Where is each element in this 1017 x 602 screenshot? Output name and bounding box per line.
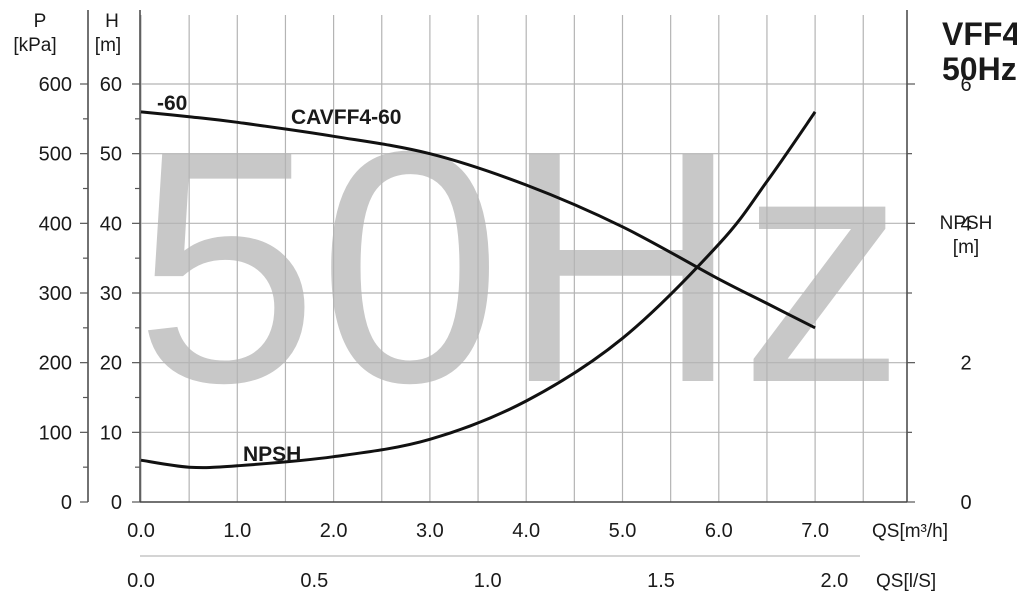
chart-subtitle: 50Hz [942, 51, 1017, 87]
h-tick-label: 30 [100, 283, 122, 305]
qs-m3h-tick-label: 6.0 [705, 520, 733, 542]
npsh-tick-label: 2 [960, 353, 971, 375]
curve-npsh [140, 111, 817, 470]
p-tick-label: 0 [61, 492, 72, 514]
h-axis-unit: [m] [95, 35, 121, 56]
qs-ls-tick-label: 1.5 [647, 570, 675, 592]
p-tick-label: 300 [39, 283, 72, 305]
p-axis-label: P [34, 11, 47, 32]
qs-ls-tick-label: 1.0 [474, 570, 502, 592]
h-tick-label: 10 [100, 422, 122, 444]
h-tick-label: 40 [100, 213, 122, 235]
npsh-tick-label: 6 [960, 74, 971, 96]
qs-m3h-tick-label: 2.0 [320, 520, 348, 542]
qs-m3h-tick-label: 5.0 [609, 520, 637, 542]
watermark-50hz: 50Hz [135, 82, 905, 451]
npsh-axis-label: NPSH [940, 213, 993, 234]
qs-ls-axis-label: QS[l/S] [876, 571, 936, 592]
qs-ls-tick-label: 2.0 [820, 570, 848, 592]
h-tick-label: 20 [100, 353, 122, 375]
grid [140, 15, 907, 502]
axes [80, 10, 915, 557]
qs-m3h-tick-label: 4.0 [512, 520, 540, 542]
npsh-tick-label: 0 [960, 492, 971, 514]
chart-title: VFF4 [942, 16, 1017, 52]
qs-m3h-tick-label: 0.0 [127, 520, 155, 542]
h-tick-label: 0 [111, 492, 122, 514]
qs-m3h-tick-label: 1.0 [223, 520, 251, 542]
p-tick-label: 500 [39, 144, 72, 166]
curve-cavff4-60 [140, 110, 816, 330]
qs-ls-tick-label: 0.5 [300, 570, 328, 592]
npsh-axis-unit: [m] [953, 237, 979, 258]
qs-m3h-axis-label: QS[m³/h] [872, 521, 948, 542]
qs-m3h-tick-label: 7.0 [801, 520, 829, 542]
qs-m3h-tick-label: 3.0 [416, 520, 444, 542]
qs-ls-tick-label: 0.0 [127, 570, 155, 592]
series-tag-label: -60 [157, 92, 187, 115]
p-tick-label: 200 [39, 353, 72, 375]
h-tick-label: 50 [100, 144, 122, 166]
series-label-cavff4-60: CAVFF4-60 [291, 106, 401, 129]
p-axis-unit: [kPa] [13, 35, 56, 56]
curves [140, 110, 817, 470]
h-axis-label: H [105, 11, 119, 32]
h-tick-label: 60 [100, 74, 122, 96]
p-tick-label: 100 [39, 422, 72, 444]
series-label-npsh: NPSH [243, 443, 301, 466]
p-tick-label: 400 [39, 213, 72, 235]
p-tick-label: 600 [39, 74, 72, 96]
npsh-tick-label: 4 [960, 213, 971, 235]
